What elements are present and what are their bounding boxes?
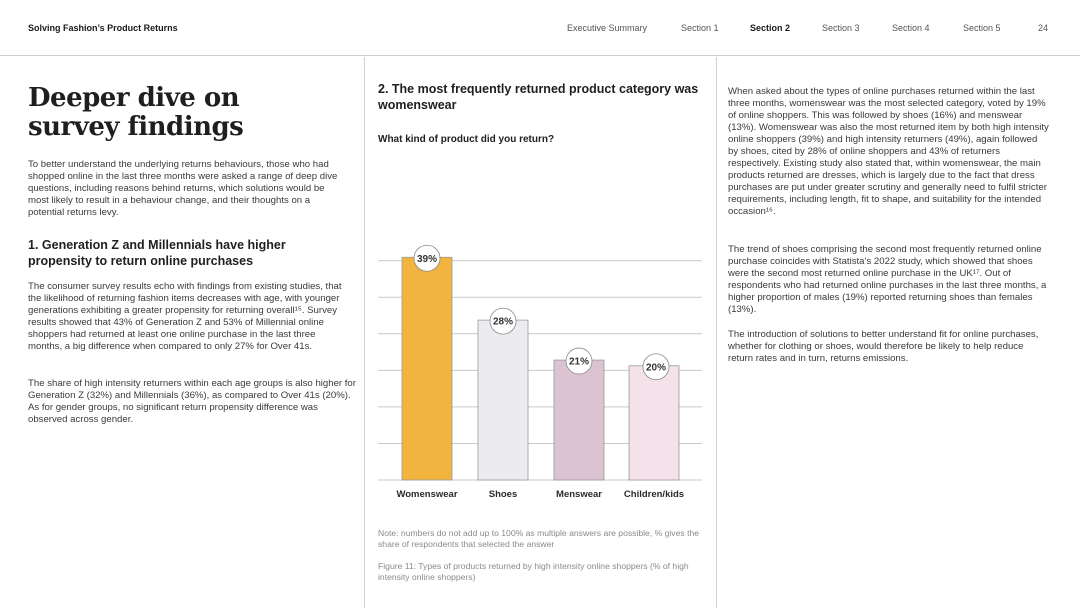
category-label: Menswear bbox=[556, 489, 602, 500]
value-label: 21% bbox=[569, 357, 589, 368]
bar-children-kids bbox=[628, 365, 680, 481]
bar-womenswear bbox=[401, 256, 453, 481]
column-divider-right bbox=[716, 57, 717, 608]
left-paragraph-1: The consumer survey results echo with fi… bbox=[28, 281, 342, 352]
bar-chart: 39% 28% 21% 20% Womenswear Shoes Menswear Chil… bbox=[378, 244, 702, 500]
chart-note: Note: numbers do not add up to 100% as m… bbox=[378, 528, 700, 549]
value-label-badge bbox=[642, 353, 670, 381]
section-2-heading: 2. The most frequently returned product … bbox=[378, 82, 699, 112]
nav-section-5[interactable]: Section 5 bbox=[963, 23, 1001, 33]
category-label: Shoes bbox=[489, 489, 518, 500]
nav-section-3[interactable]: Section 3 bbox=[822, 23, 860, 33]
right-paragraph-2: The trend of shoes comprising the second… bbox=[728, 244, 1047, 315]
category-label: Womenswear bbox=[396, 489, 457, 500]
nav-section-2[interactable]: Section 2 bbox=[750, 23, 791, 33]
page-title-line-2: survey findings bbox=[28, 112, 244, 142]
value-label: 39% bbox=[417, 254, 437, 265]
category-label: Children/kids bbox=[624, 489, 684, 500]
chart-question: What kind of product did you return? bbox=[378, 134, 555, 145]
value-label-badge bbox=[489, 307, 517, 335]
nav-executive-summary[interactable]: Executive Summary bbox=[567, 23, 648, 33]
page-number: 24 bbox=[1038, 23, 1049, 33]
value-label: 28% bbox=[493, 317, 513, 328]
nav-section-1[interactable]: Section 1 bbox=[681, 23, 719, 33]
value-label-badge bbox=[565, 347, 593, 375]
nav-section-4[interactable]: Section 4 bbox=[892, 23, 930, 33]
top-bar: Solving Fashion’s Product Returns Execut… bbox=[0, 0, 1080, 56]
value-label: 20% bbox=[646, 362, 666, 373]
intro-paragraph: To better understand the underlying retu… bbox=[28, 159, 338, 218]
column-divider-left bbox=[364, 57, 365, 608]
right-paragraph-1: When asked about the types of online pur… bbox=[728, 86, 1049, 217]
figure-caption: Figure 11: Types of products returned by… bbox=[378, 561, 689, 582]
right-paragraph-3: The introduction of solutions to better … bbox=[728, 329, 1039, 364]
page-title: Deeper dive on survey findings bbox=[28, 84, 348, 142]
value-label-badge bbox=[413, 244, 441, 272]
section-1-heading: 1. Generation Z and Millennials have hig… bbox=[28, 238, 286, 268]
page-title-line-1: Deeper dive on bbox=[28, 83, 240, 113]
bar-menswear bbox=[553, 359, 605, 481]
bar-shoes bbox=[477, 319, 529, 481]
left-paragraph-2: The share of high intensity returners wi… bbox=[28, 378, 356, 425]
document-title: Solving Fashion’s Product Returns bbox=[28, 23, 178, 33]
